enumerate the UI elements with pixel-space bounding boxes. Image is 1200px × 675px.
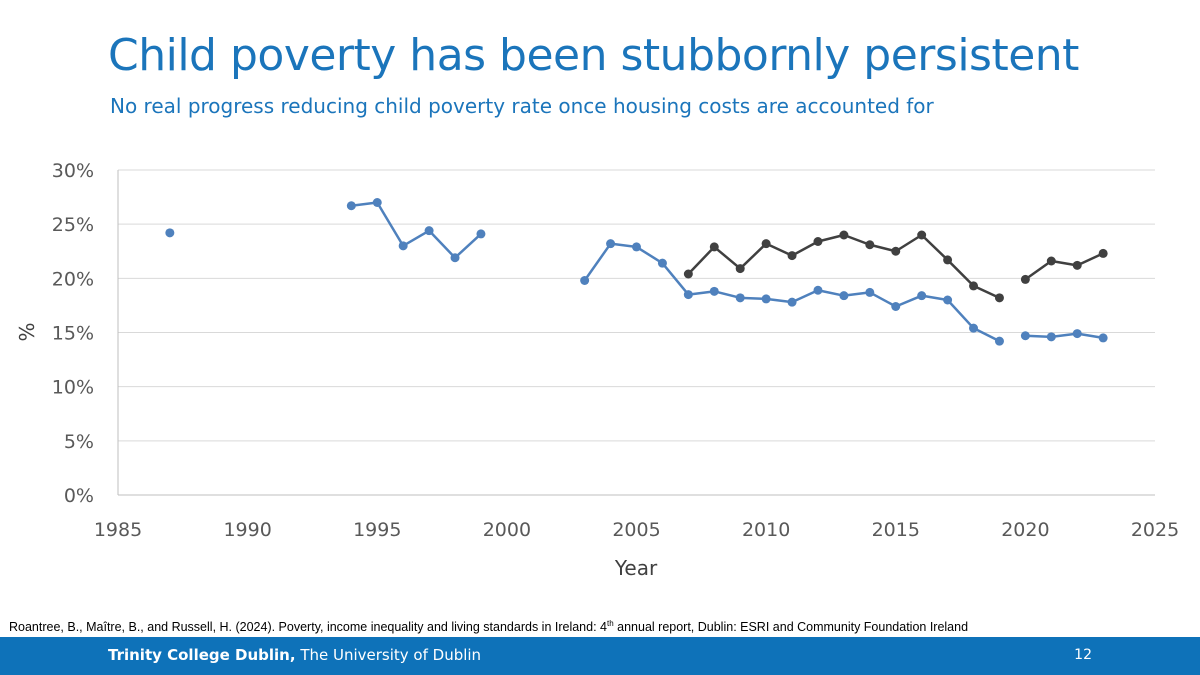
data-point <box>372 198 382 207</box>
data-point <box>450 253 460 263</box>
y-tick-label: 30% <box>52 160 94 182</box>
source-citation: Roantree, B., Maître, B., and Russell, H… <box>9 619 968 634</box>
slide-title: Child poverty has been stubbornly persis… <box>108 30 1079 81</box>
chart-series <box>165 198 1108 346</box>
x-tick-label: 2010 <box>742 519 790 541</box>
series-2 <box>683 230 1108 303</box>
data-point <box>1020 274 1030 284</box>
data-point <box>969 281 979 291</box>
data-point <box>1020 331 1030 341</box>
data-point <box>761 239 771 249</box>
data-point <box>346 201 356 211</box>
data-point <box>1046 332 1056 342</box>
data-point <box>943 255 953 265</box>
series-1 <box>165 198 1108 346</box>
data-point <box>1072 260 1082 270</box>
chart-axes <box>117 170 1155 496</box>
data-point <box>476 229 486 239</box>
data-point <box>580 276 590 285</box>
y-axis-label: % <box>15 322 39 341</box>
x-tick-label: 2020 <box>1001 519 1049 541</box>
data-point <box>839 230 849 240</box>
x-tick-label: 2025 <box>1131 519 1179 541</box>
source-superscript: th <box>607 619 614 628</box>
data-point <box>787 297 797 307</box>
footer-college-rest: The University of Dublin <box>295 646 482 664</box>
y-tick-label: 0% <box>64 485 94 507</box>
x-tick-label: 1995 <box>353 519 401 541</box>
data-point <box>683 269 693 279</box>
footer-college-name: Trinity College Dublin, The University o… <box>108 646 481 664</box>
x-tick-label: 1990 <box>223 519 271 541</box>
data-point <box>761 294 771 304</box>
data-point <box>917 230 927 240</box>
data-point <box>787 251 797 261</box>
data-point <box>1072 329 1082 339</box>
x-tick-label: 1985 <box>94 519 142 541</box>
data-point <box>398 241 408 251</box>
data-point <box>683 290 693 300</box>
source-text-main: Roantree, B., Maître, B., and Russell, H… <box>9 620 607 635</box>
x-axis-ticks: 1985 1990 1995 2000 2005 2010 2015 2020 2025 <box>94 519 1179 541</box>
data-point <box>735 293 745 303</box>
data-point <box>969 323 979 333</box>
data-point <box>657 258 667 268</box>
y-tick-label: 25% <box>52 214 94 236</box>
data-point <box>424 226 434 236</box>
page-number: 12 <box>1074 647 1092 663</box>
data-point <box>1098 333 1108 343</box>
data-point <box>1046 256 1056 266</box>
data-point <box>165 228 175 238</box>
data-point <box>839 291 849 301</box>
series-line <box>351 201 482 259</box>
y-axis-ticks: 0% 5% 10% 15% 20% 25% 30% <box>52 160 94 507</box>
data-point <box>709 242 719 252</box>
footer-college-bold: Trinity College Dublin, <box>108 646 296 664</box>
series-line <box>1025 332 1104 340</box>
data-point <box>813 237 823 246</box>
data-point <box>606 239 616 249</box>
series-line <box>1024 252 1104 281</box>
footer-bar: Trinity College Dublin, The University o… <box>0 637 1200 675</box>
data-point <box>735 264 745 274</box>
series-line <box>687 233 1000 299</box>
data-point <box>709 286 719 296</box>
data-point <box>1098 248 1108 258</box>
data-point <box>891 246 901 256</box>
x-tick-label: 2000 <box>483 519 531 541</box>
y-tick-label: 15% <box>52 323 94 345</box>
y-tick-label: 20% <box>52 268 94 290</box>
data-point <box>943 295 953 305</box>
y-tick-label: 5% <box>64 431 94 453</box>
data-point <box>994 336 1004 346</box>
data-point <box>632 242 641 252</box>
slide-subtitle: No real progress reducing child poverty … <box>110 94 934 118</box>
data-point <box>994 293 1004 303</box>
x-axis-label: Year <box>614 556 658 580</box>
chart-gridlines <box>118 169 1155 442</box>
x-tick-label: 2005 <box>612 519 660 541</box>
y-tick-label: 10% <box>52 377 94 399</box>
data-point <box>813 285 823 295</box>
data-point <box>865 287 875 297</box>
data-point <box>865 240 875 250</box>
x-tick-label: 2015 <box>872 519 920 541</box>
poverty-line-chart: 0% 5% 10% 15% 20% 25% 30% 1985 1990 1995 2000 2005… <box>15 160 1179 580</box>
data-point <box>917 291 927 301</box>
source-text-end: annual report, Dublin: ESRI and Communit… <box>613 620 969 635</box>
data-point <box>891 302 901 311</box>
